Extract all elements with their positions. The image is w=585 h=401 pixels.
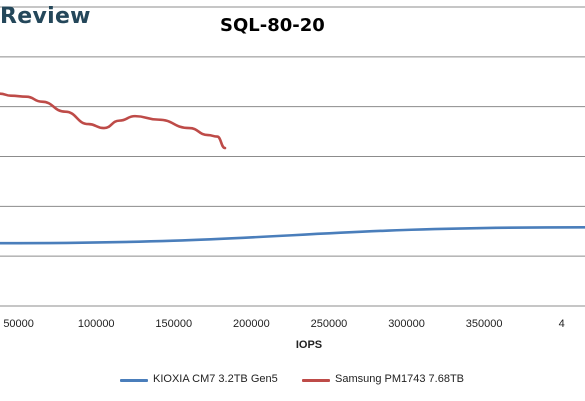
x-tick-label-2: 150000 bbox=[155, 318, 192, 330]
legend-label-samsung: Samsung PM1743 7.68TB bbox=[335, 373, 465, 385]
chart-title: SQL-80-20 bbox=[220, 15, 325, 36]
x-tick-labels: 50000 100000 150000 200000 250000 300000 35000… bbox=[3, 318, 564, 330]
x-tick-label-0: 50000 bbox=[3, 318, 34, 330]
legend-swatch-kioxia bbox=[120, 379, 148, 382]
chart-legend: KIOXIA CM7 3.2TB Gen5 Samsung PM1743 7.6… bbox=[0, 372, 585, 390]
x-tick-label-1: 100000 bbox=[78, 318, 115, 330]
x-tick-label-5: 300000 bbox=[388, 318, 425, 330]
series-layer bbox=[0, 92, 585, 245]
x-axis-label: IOPS bbox=[296, 339, 322, 351]
site-brand-logo: Review bbox=[0, 4, 91, 29]
legend-entry-samsung: Samsung PM1743 7.68TB bbox=[302, 372, 492, 390]
series-line-0 bbox=[0, 225, 585, 245]
series-line-1 bbox=[0, 92, 227, 150]
legend-label-kioxia: KIOXIA CM7 3.2TB Gen5 bbox=[153, 373, 278, 385]
x-tick-label-4: 250000 bbox=[311, 318, 348, 330]
x-tick-label-7: 4 bbox=[559, 318, 565, 330]
legend-swatch-samsung bbox=[302, 379, 330, 382]
x-tick-label-6: 350000 bbox=[466, 318, 503, 330]
gridlines bbox=[0, 6, 585, 307]
legend-entry-kioxia: KIOXIA CM7 3.2TB Gen5 bbox=[120, 372, 310, 390]
x-tick-label-3: 200000 bbox=[233, 318, 270, 330]
